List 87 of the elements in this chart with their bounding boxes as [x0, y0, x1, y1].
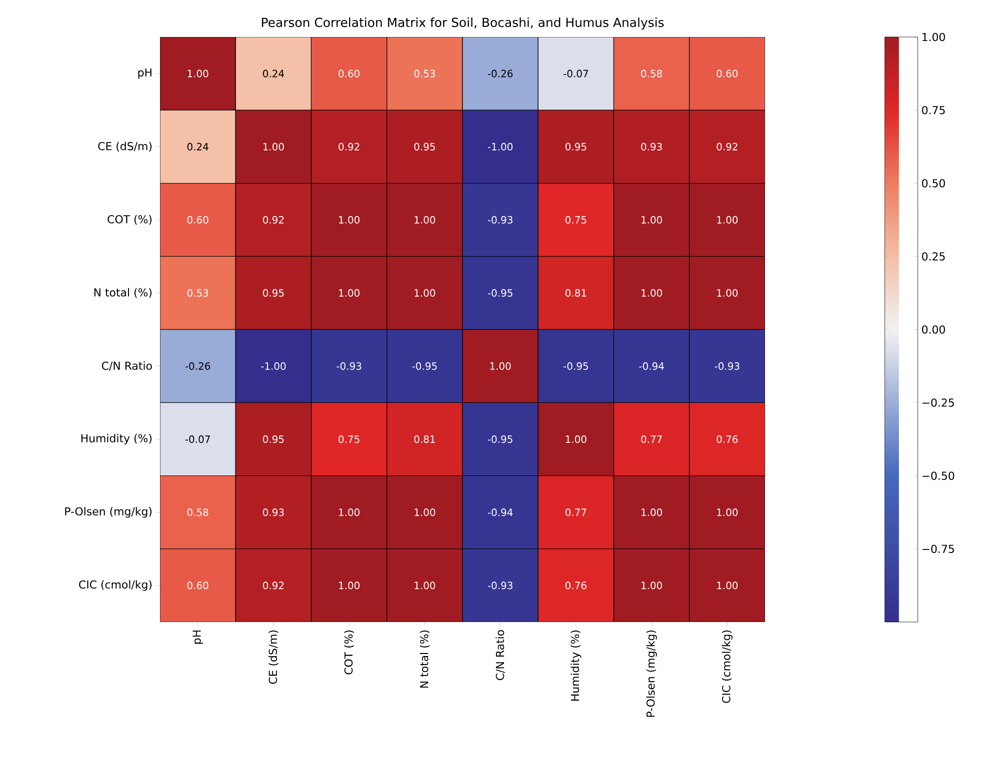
data-label: 0.53	[414, 70, 435, 78]
data-label: 0.77	[641, 435, 662, 443]
data-label: 1.00	[414, 582, 436, 590]
data-label: -0.95	[488, 435, 512, 443]
data-label: 0.81	[566, 289, 586, 297]
data-label: 0.60	[187, 216, 208, 224]
chart-title: Pearson Correlation Matrix for Soil, Bocashi, and Humus Analysis	[262, 17, 664, 30]
data-label: 0.77	[566, 508, 586, 516]
data-label: 0.60	[716, 70, 738, 78]
data-label: 0.24	[187, 142, 208, 150]
data-label: 0.95	[263, 435, 284, 443]
data-label: 0.95	[263, 289, 284, 297]
data-label: 0.60	[338, 70, 360, 78]
y-tick-label: CIC (cmol/kg)	[79, 580, 152, 591]
data-label: 1.00	[339, 289, 360, 297]
data-label: -0.93	[336, 362, 362, 370]
data-label: -0.95	[564, 362, 588, 370]
data-label: -0.95	[412, 362, 437, 370]
x-tick-label: C/N Ratio	[496, 630, 505, 680]
x-tick-label: CIC (cmol/kg)	[722, 630, 732, 703]
data-label: 1.00	[339, 216, 360, 224]
data-label: 1.00	[717, 508, 738, 516]
x-tick-label: CE (dS/m)	[268, 630, 278, 684]
data-label: 0.93	[263, 508, 284, 516]
data-label: 0.58	[187, 508, 208, 516]
data-label: 0.92	[716, 142, 738, 150]
data-label: -0.26	[488, 70, 513, 78]
color-bar-label: −0.25	[922, 398, 954, 407]
data-label: 0.75	[566, 216, 586, 224]
data-label: 0.95	[414, 142, 435, 150]
color-bar-label: 1.00	[922, 32, 945, 42]
data-label: 0.92	[263, 582, 284, 590]
data-label: 1.00	[414, 216, 436, 224]
data-label: 0.76	[566, 582, 586, 590]
x-tick-label: Humidity (%)	[570, 630, 582, 701]
data-label: -0.94	[488, 508, 513, 516]
data-label: 1.00	[642, 508, 662, 516]
data-label: 1.00	[188, 70, 208, 78]
data-label: -0.94	[639, 362, 664, 370]
y-tick-label: C/N Ratio	[102, 361, 152, 371]
data-label: -0.93	[488, 582, 512, 590]
color-bar-label: −0.50	[922, 472, 954, 480]
y-tick-label: pH	[138, 68, 152, 79]
data-label: 0.75	[338, 435, 360, 443]
data-label: 0.92	[338, 142, 360, 150]
data-label: -0.93	[488, 216, 512, 224]
data-label: 1.00	[414, 289, 436, 297]
color-bar-label: −0.75	[922, 544, 954, 554]
data-label: 0.60	[187, 582, 208, 590]
y-tick-label: N total (%)	[94, 288, 152, 298]
y-tick-label: COT (%)	[108, 214, 152, 225]
data-label: 1.00	[642, 289, 662, 297]
data-label: 1.00	[339, 508, 360, 516]
data-label: 0.24	[263, 70, 284, 78]
color-bar-label: 0.75	[922, 106, 945, 114]
color-bar-label: 0.25	[922, 252, 945, 261]
x-tick-label: pH	[192, 630, 203, 644]
data-label: 0.93	[641, 142, 662, 150]
data-label: 1.00	[566, 435, 586, 443]
x-tick-label: N total (%)	[420, 630, 430, 688]
y-tick-label: CE (dS/m)	[98, 142, 152, 152]
data-label: -1.00	[488, 142, 513, 150]
data-label: -0.07	[185, 435, 210, 443]
data-label: 1.00	[263, 142, 284, 150]
data-label: 1.00	[717, 216, 738, 224]
x-tick-label: COT (%)	[344, 630, 354, 674]
data-label: 1.00	[717, 582, 738, 590]
data-label: 0.92	[263, 216, 284, 224]
data-label: 0.76	[716, 435, 738, 443]
y-tick-label: Humidity (%)	[81, 434, 152, 444]
data-label: -1.00	[261, 362, 286, 370]
data-label: 1.00	[339, 582, 360, 590]
data-label: 1.00	[642, 582, 662, 590]
data-label: -0.93	[714, 362, 740, 370]
data-label: 1.00	[414, 508, 436, 516]
data-label: -0.95	[488, 289, 512, 297]
y-tick-label: P-Olsen (mg/kg)	[65, 507, 152, 518]
data-label: 1.00	[717, 289, 738, 297]
data-label: 0.58	[641, 70, 662, 78]
color-bar-label: 0.00	[922, 325, 945, 334]
data-label: 0.95	[566, 142, 586, 150]
x-tick-label: P-Olsen (mg/kg)	[646, 630, 657, 717]
data-label: 0.81	[414, 435, 435, 443]
data-label: 1.00	[490, 362, 511, 370]
data-label: 0.53	[187, 289, 208, 297]
color-bar-label: 0.50	[922, 179, 945, 188]
data-label: 1.00	[642, 216, 662, 224]
